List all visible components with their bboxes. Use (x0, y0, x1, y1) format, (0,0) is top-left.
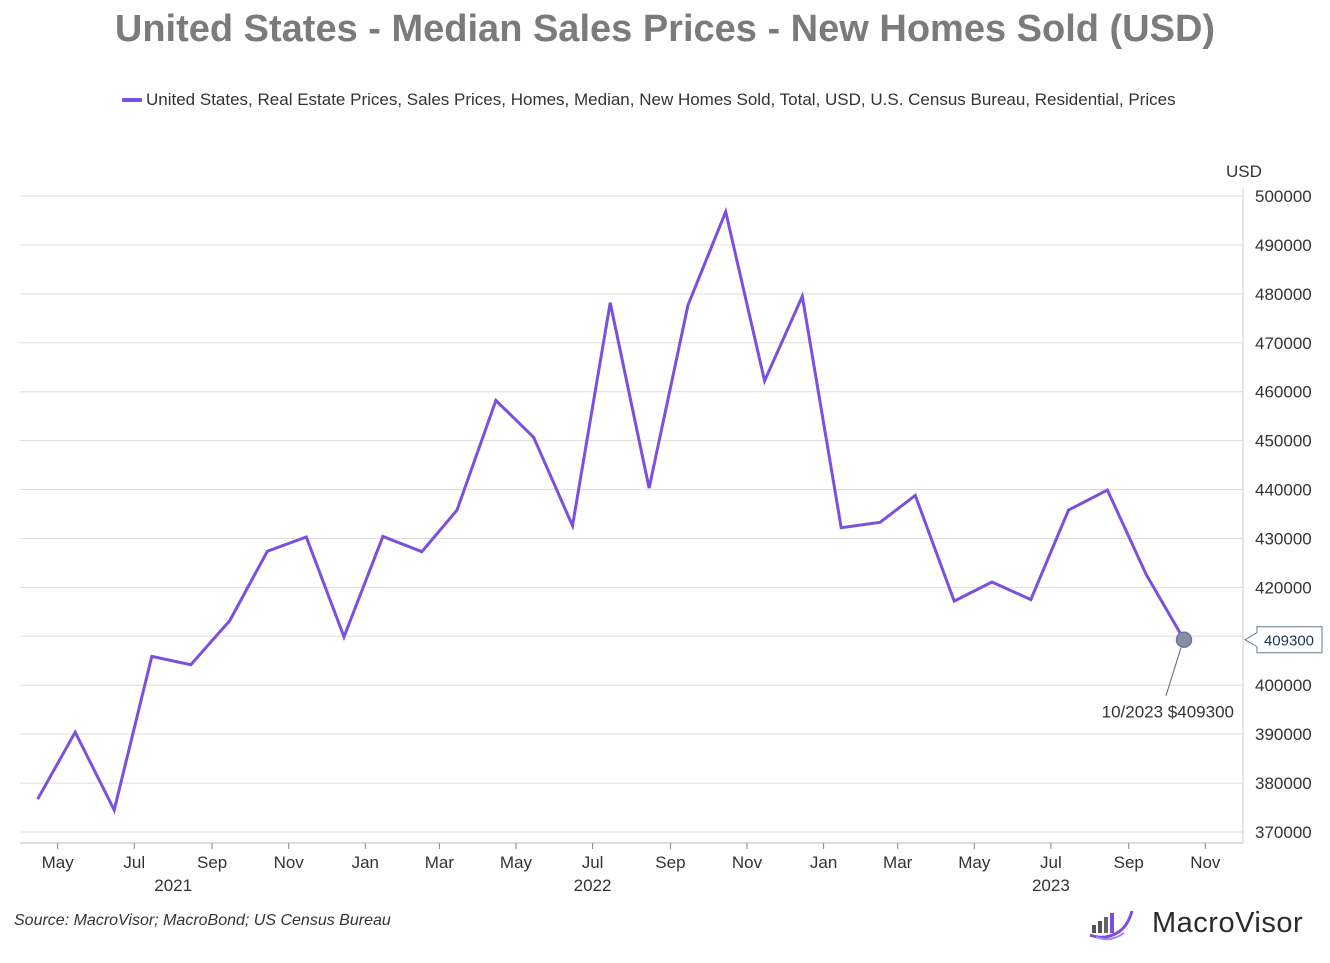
x-tick-label: Nov (1190, 853, 1221, 872)
data-point (951, 598, 957, 604)
data-point (723, 209, 729, 215)
y-tick-label: 490000 (1255, 236, 1312, 255)
data-point (799, 293, 805, 299)
data-point (685, 302, 691, 308)
y-tick-label: 390000 (1255, 725, 1312, 744)
series-line (36, 206, 1186, 815)
x-year-label: 2021 (154, 876, 192, 895)
annotation-label: 10/2023 $409300 (1102, 703, 1234, 722)
x-tick-label: Jul (582, 853, 604, 872)
data-point (264, 548, 270, 554)
last-point-marker (1175, 631, 1193, 648)
annotation-leader-line (1165, 647, 1182, 696)
source-note: Source: MacroVisor; MacroBond; US Census… (14, 912, 391, 929)
data-point (762, 378, 768, 384)
gridlines (20, 195, 1243, 833)
y-tick-label: 500000 (1255, 187, 1312, 206)
data-point (1143, 572, 1149, 578)
data-point (646, 485, 652, 491)
legend-swatch (122, 98, 142, 102)
x-tick-label: Jan (352, 853, 379, 872)
data-point (72, 729, 78, 735)
x-tick-label: May (42, 853, 75, 872)
y-tick-label: 420000 (1255, 578, 1312, 597)
data-point (531, 434, 537, 440)
x-tick-label: May (958, 853, 991, 872)
data-point (493, 397, 499, 403)
x-year-label: 2023 (1032, 876, 1070, 895)
x-tick-label: Jan (810, 853, 837, 872)
y-tick-label: 440000 (1255, 481, 1312, 500)
macrovisor-logo-icon (1089, 910, 1134, 941)
legend: United States, Real Estate Prices, Sales… (122, 90, 1176, 110)
data-point (1028, 597, 1034, 603)
x-tick-label: Jul (123, 853, 145, 872)
series-layer (35, 206, 1186, 815)
data-point (149, 653, 155, 659)
data-point (607, 300, 613, 306)
x-tick-label: Sep (655, 853, 685, 872)
y-tick-label: 450000 (1255, 432, 1312, 451)
last-value-tag-box (1244, 626, 1323, 654)
data-point (454, 507, 460, 513)
x-tick-label: Nov (732, 853, 763, 872)
y-tick-label: 370000 (1255, 823, 1312, 842)
x-year-label: 2022 (574, 876, 612, 895)
data-point (227, 618, 233, 624)
y-tick-label: 400000 (1255, 676, 1312, 695)
data-point (419, 549, 425, 555)
x-tick-label: Nov (274, 853, 305, 872)
data-point (380, 534, 386, 540)
x-tick-label: Sep (197, 853, 227, 872)
data-point (188, 662, 194, 668)
brand: MacroVisor (1086, 894, 1318, 952)
annotation-layer: 10/2023 $409300 409300 (1102, 626, 1323, 722)
data-point (569, 523, 575, 529)
chart-title: United States - Median Sales Prices - Ne… (114, 8, 1216, 50)
x-tick-label: Mar (883, 853, 913, 872)
data-point (877, 519, 883, 525)
data-point (303, 534, 309, 540)
y-tick-label: 460000 (1255, 383, 1312, 402)
y-axis-unit-label: USD (1226, 162, 1262, 181)
x-tick-label: Mar (425, 853, 455, 872)
last-value-tag-label: 409300 (1264, 633, 1314, 650)
data-point (1104, 487, 1110, 493)
brand-name: MacroVisor (1152, 906, 1304, 939)
x-tick-label: Jul (1040, 853, 1062, 872)
data-point (341, 634, 347, 640)
x-tick-label: May (500, 853, 533, 872)
y-tick-label: 470000 (1255, 334, 1312, 353)
y-tick-label: 480000 (1255, 285, 1312, 304)
x-tick-label: Sep (1114, 853, 1144, 872)
axes: 3700003800003900004000004100004200004300… (20, 187, 1312, 895)
data-point (838, 525, 844, 531)
data-point (111, 807, 117, 813)
y-tick-label: 430000 (1255, 529, 1312, 548)
data-point (35, 796, 41, 802)
legend-label: United States, Real Estate Prices, Sales… (146, 90, 1176, 109)
data-point (1065, 507, 1071, 513)
y-tick-label: 380000 (1255, 774, 1312, 793)
data-point (912, 492, 918, 498)
data-point (989, 579, 995, 585)
